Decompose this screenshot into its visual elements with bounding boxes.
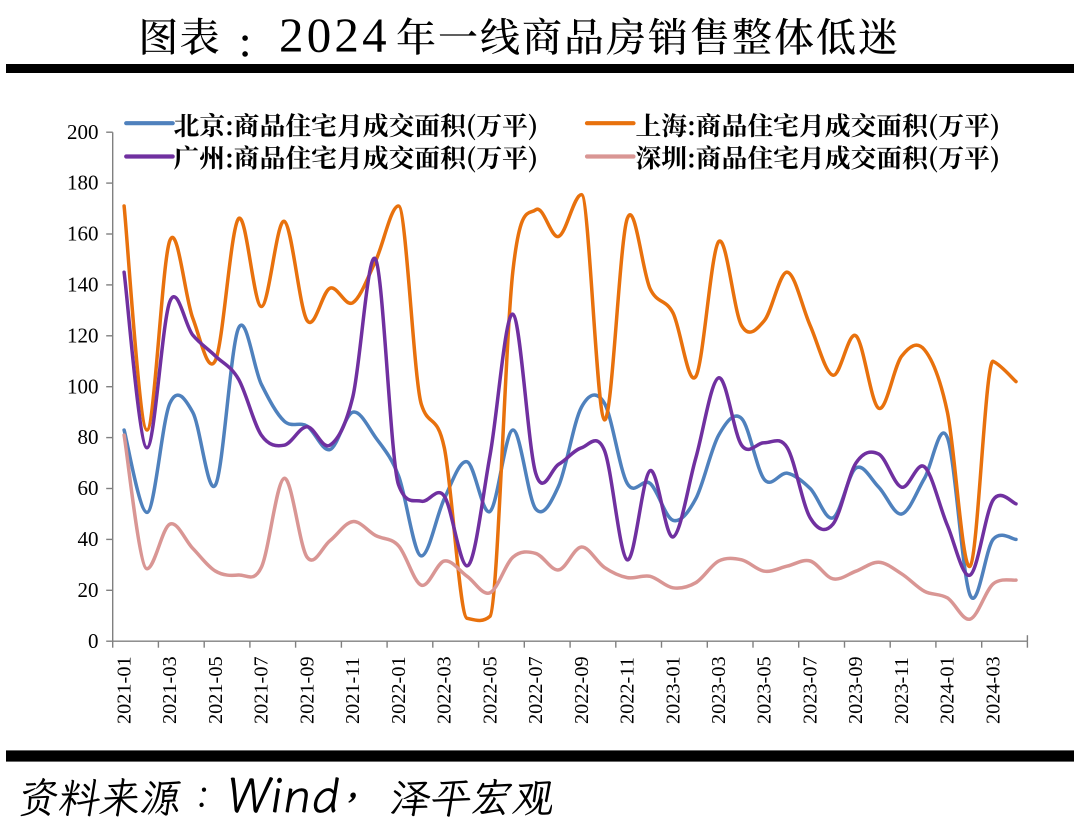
svg-text:0: 0 (88, 629, 99, 653)
svg-text:2022-05: 2022-05 (479, 656, 501, 724)
svg-text:2021-05: 2021-05 (205, 656, 227, 724)
svg-text:2023-01: 2023-01 (662, 656, 684, 724)
svg-text:2022-01: 2022-01 (388, 656, 410, 724)
svg-text:20: 20 (78, 578, 99, 602)
svg-text:80: 80 (78, 425, 99, 449)
svg-text:200: 200 (67, 120, 99, 144)
svg-text:40: 40 (78, 527, 99, 551)
svg-text:2023-11: 2023-11 (891, 657, 913, 724)
svg-text:2024-03: 2024-03 (982, 656, 1004, 724)
svg-text:2022-11: 2022-11 (617, 657, 639, 724)
svg-text:2023-07: 2023-07 (800, 656, 822, 724)
svg-text:2023-05: 2023-05 (754, 656, 776, 724)
svg-text:2021-09: 2021-09 (296, 656, 318, 724)
svg-text:2021-07: 2021-07 (251, 656, 273, 724)
svg-text:2022-07: 2022-07 (525, 656, 547, 724)
svg-text:2023-09: 2023-09 (845, 656, 867, 724)
svg-text:180: 180 (67, 171, 99, 195)
svg-text:2022-03: 2022-03 (434, 656, 456, 724)
svg-text:2024-01: 2024-01 (937, 656, 959, 724)
svg-text:60: 60 (78, 476, 99, 500)
svg-text:2021-11: 2021-11 (342, 657, 364, 724)
svg-text:2024: 2024 (279, 8, 390, 63)
svg-text:160: 160 (67, 222, 99, 246)
svg-text:100: 100 (67, 374, 99, 398)
svg-text:120: 120 (67, 323, 99, 347)
svg-text:2022-09: 2022-09 (571, 656, 593, 724)
svg-text:2023-03: 2023-03 (708, 656, 730, 724)
svg-text:140: 140 (67, 273, 99, 297)
svg-text:2021-03: 2021-03 (159, 656, 181, 724)
svg-text:2021-01: 2021-01 (113, 656, 135, 724)
